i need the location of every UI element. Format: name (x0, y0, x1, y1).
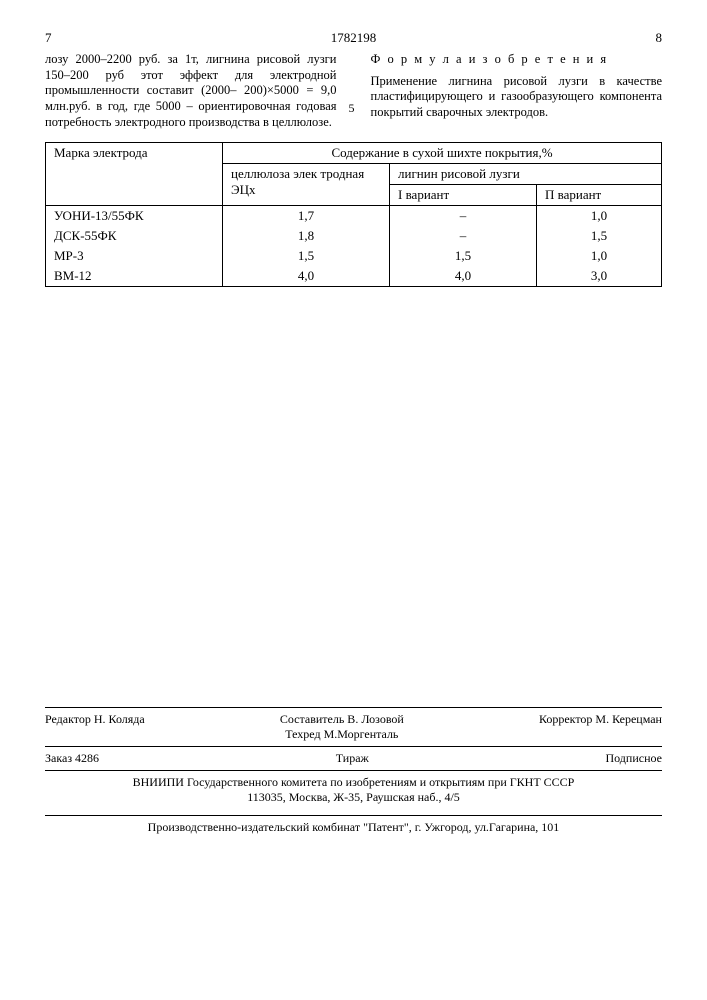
tirazh: Тираж (336, 751, 369, 766)
th-variant1: I вариант (390, 185, 537, 206)
left-column-text: лозу 2000–2200 руб. за 1т, лигнина рисов… (45, 52, 337, 129)
page-number-right: 8 (656, 30, 663, 46)
cell-c4: 3,0 (537, 266, 662, 287)
th-cellulose: целлюлоза элек тродная ЭЦх (223, 164, 390, 206)
footer-credits: Редактор Н. Коляда Составитель В. Лозово… (45, 707, 662, 747)
cell-c4: 1,0 (537, 246, 662, 266)
table-row: УОНИ-13/55ФК 1,7 – 1,0 (46, 206, 662, 227)
cell-c4: 1,5 (537, 226, 662, 246)
cell-c2: 4,0 (223, 266, 390, 287)
footer-org: ВНИИПИ Государственного комитета по изоб… (45, 771, 662, 809)
cell-c3: 1,5 (390, 246, 537, 266)
table-row: МР-3 1,5 1,5 1,0 (46, 246, 662, 266)
line-marker: 5 (349, 101, 359, 130)
right-column-text: Применение лигнина рисовой лузги в качес… (371, 74, 663, 119)
right-column: Ф о р м у л а и з о б р е т е н и я Прим… (371, 52, 663, 130)
editor: Редактор Н. Коляда (45, 712, 145, 742)
body-columns: лозу 2000–2200 руб. за 1т, лигнина рисов… (45, 52, 662, 130)
footer-order: Заказ 4286 Тираж Подписное (45, 747, 662, 771)
cell-c3: 4,0 (390, 266, 537, 287)
footer-printer: Производственно-издательский комбинат "П… (45, 815, 662, 875)
th-group: Содержание в сухой шихте покрытия,% (223, 143, 662, 164)
compiler: Составитель В. Лозовой (280, 712, 404, 727)
podpisnoe: Подписное (605, 751, 662, 766)
table-row: ДСК-55ФК 1,8 – 1,5 (46, 226, 662, 246)
org-name: ВНИИПИ Государственного комитета по изоб… (45, 775, 662, 790)
data-table: Марка электрода Содержание в сухой шихте… (45, 142, 662, 287)
org-addr: 113035, Москва, Ж-35, Раушская наб., 4/5 (45, 790, 662, 805)
cell-c2: 1,5 (223, 246, 390, 266)
cell-c4: 1,0 (537, 206, 662, 227)
cell-brand: УОНИ-13/55ФК (46, 206, 223, 227)
formula-title: Ф о р м у л а и з о б р е т е н и я (371, 52, 663, 68)
page-number-left: 7 (45, 30, 52, 46)
corrector: Корректор М. Керецман (539, 712, 662, 742)
doc-number: 1782198 (331, 30, 377, 46)
th-lignin: лигнин рисовой лузги (390, 164, 662, 185)
cell-brand: МР-3 (46, 246, 223, 266)
th-variant2: П вариант (537, 185, 662, 206)
th-brand: Марка электрода (46, 143, 223, 206)
cell-brand: ДСК-55ФК (46, 226, 223, 246)
cell-c2: 1,8 (223, 226, 390, 246)
cell-c3: – (390, 206, 537, 227)
cell-c3: – (390, 226, 537, 246)
techred: Техред М.Моргенталь (280, 727, 404, 742)
blank-area (45, 287, 662, 707)
page-header: 7 1782198 8 (45, 30, 662, 46)
order-number: Заказ 4286 (45, 751, 99, 766)
table-row: ВМ-12 4,0 4,0 3,0 (46, 266, 662, 287)
cell-brand: ВМ-12 (46, 266, 223, 287)
left-column: лозу 2000–2200 руб. за 1т, лигнина рисов… (45, 52, 337, 130)
cell-c2: 1,7 (223, 206, 390, 227)
